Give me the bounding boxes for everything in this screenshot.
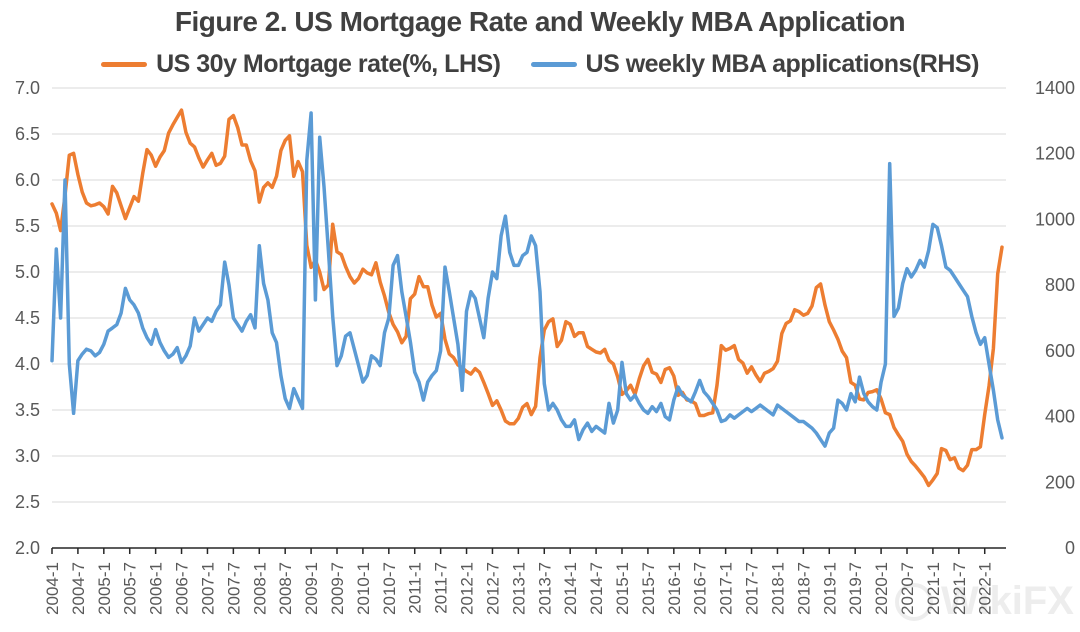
x-axis-tick-label: 2005-1 [95, 562, 114, 615]
left-axis-tick-label: 5.0 [15, 262, 40, 282]
legend-item-mortgage-rate: US 30y Mortgage rate(%, LHS) [101, 50, 501, 79]
mba-applications-line-swatch-icon [530, 62, 577, 67]
watermark-logo-icon [895, 582, 933, 621]
x-axis-tick-label: 2018-7 [794, 562, 813, 615]
x-axis-tick-label: 2010-1 [354, 562, 373, 615]
legend-label-mba-applications: US weekly MBA applications(RHS) [585, 50, 980, 78]
legend-label-mortgage-rate: US 30y Mortgage rate(%, LHS) [156, 50, 501, 78]
watermark: WikiFX [895, 579, 1074, 624]
x-axis-tick-label: 2014-1 [561, 562, 580, 615]
right-axis-tick-label: 1200 [1035, 144, 1075, 164]
right-axis-tick-label: 1400 [1035, 78, 1075, 98]
left-axis-tick-label: 3.0 [15, 446, 40, 466]
right-axis-tick-label: 1000 [1035, 209, 1075, 229]
right-axis-tick-label: 200 [1045, 472, 1075, 492]
x-axis-tick-label: 2011-1 [406, 562, 425, 614]
x-axis-tick-label: 2022-1 [976, 562, 995, 615]
left-axis-tick-label: 2.5 [15, 492, 40, 512]
x-axis-tick-label: 2012-7 [483, 562, 502, 615]
x-axis-tick-label: 2015-1 [613, 562, 632, 615]
right-axis-tick-label: 0 [1065, 538, 1075, 558]
left-axis-tick-label: 7.0 [15, 78, 40, 98]
legend: US 30y Mortgage rate(%, LHS) US weekly M… [0, 50, 1080, 79]
left-axis-tick-label: 3.5 [15, 400, 40, 420]
x-axis-tick-label: 2007-1 [198, 562, 217, 615]
right-axis-tick-label: 800 [1045, 275, 1075, 295]
x-axis-tick-label: 2004-1 [43, 562, 62, 615]
x-axis-tick-label: 2005-7 [121, 562, 140, 615]
x-axis-tick-label: 2013-7 [535, 562, 554, 615]
x-axis-tick-label: 2017-1 [717, 562, 736, 615]
x-axis-tick-label: 2014-7 [587, 562, 606, 615]
mortgage-rate-line-swatch-icon [101, 62, 148, 67]
x-axis-tick-label: 2020-7 [898, 562, 917, 615]
x-axis-tick-label: 2015-7 [639, 562, 658, 615]
x-axis-tick-label: 2006-7 [173, 562, 192, 615]
right-axis-tick-label: 600 [1045, 341, 1075, 361]
x-axis-tick-label: 2018-1 [768, 562, 787, 615]
left-axis-tick-label: 6.5 [15, 124, 40, 144]
x-axis-tick-label: 2021-7 [950, 562, 969, 615]
x-axis-tick-label: 2016-1 [665, 562, 684, 615]
left-axis-tick-label: 4.0 [15, 354, 40, 374]
x-axis-tick-label: 2004-7 [69, 562, 88, 615]
x-axis-tick-label: 2010-7 [380, 562, 399, 615]
chart-title: Figure 2. US Mortgage Rate and Weekly MB… [174, 6, 906, 37]
x-axis-tick-label: 2011-7 [432, 562, 451, 614]
x-axis-tick-label: 2021-1 [924, 562, 943, 615]
right-axis-tick-label: 400 [1045, 407, 1075, 427]
x-axis-tick-label: 2013-1 [509, 562, 528, 615]
left-axis-tick-label: 5.5 [15, 216, 40, 236]
mortgage-rate-line [50, 108, 1004, 488]
x-axis-tick-label: 2007-7 [224, 562, 243, 615]
x-axis-tick-label: 2008-1 [250, 562, 269, 615]
x-axis-tick-label: 2017-7 [743, 562, 762, 615]
x-axis-tick-label: 2009-1 [302, 562, 321, 615]
x-axis-tick-label: 2008-7 [276, 562, 295, 615]
x-axis-tick-label: 2019-7 [846, 562, 865, 615]
x-axis-tick-label: 2016-7 [691, 562, 710, 615]
x-axis-tick-label: 2006-1 [147, 562, 166, 615]
x-axis-tick-label: 2019-1 [820, 562, 839, 615]
left-axis-tick-label: 4.5 [15, 308, 40, 328]
mba-applications-line [50, 111, 1004, 448]
left-axis-tick-label: 6.0 [15, 170, 40, 190]
watermark-text: WikiFX [941, 579, 1074, 623]
x-axis-tick-label: 2020-1 [872, 562, 891, 615]
x-axis-tick-label: 2012-1 [458, 562, 477, 615]
legend-item-mba-applications: US weekly MBA applications(RHS) [530, 50, 980, 79]
x-axis-tick-label: 2009-7 [328, 562, 347, 615]
left-axis-tick-label: 2.0 [15, 538, 40, 558]
